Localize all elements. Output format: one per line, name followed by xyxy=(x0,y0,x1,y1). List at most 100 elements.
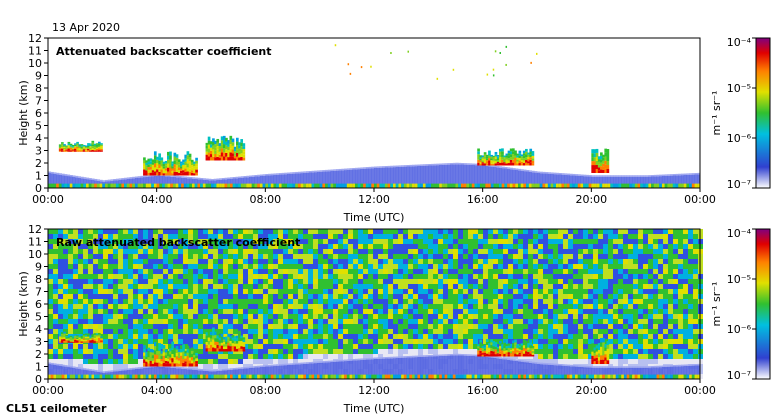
noise-cell xyxy=(613,339,618,344)
cloud-segment xyxy=(494,151,498,155)
surface-layer-column xyxy=(61,183,65,188)
noise-cell xyxy=(428,234,433,239)
noise-cell xyxy=(498,294,503,299)
noise-cell xyxy=(268,314,273,319)
noise-cell xyxy=(323,334,328,339)
noise-cell xyxy=(213,259,218,264)
cloud-segment xyxy=(231,149,235,154)
noise-cell xyxy=(423,244,428,249)
boundary-layer-column xyxy=(493,167,497,188)
noise-cell xyxy=(308,354,313,359)
noise-cell xyxy=(358,244,363,249)
boundary-layer-edge xyxy=(604,175,609,177)
noise-cell xyxy=(193,304,198,309)
noise-cell xyxy=(358,289,363,294)
noise-cell xyxy=(53,334,58,339)
noise-cell xyxy=(503,249,508,254)
noise-cell xyxy=(178,264,183,269)
boundary-layer-column xyxy=(572,175,576,188)
noise-cell xyxy=(233,324,238,329)
cloud-segment xyxy=(207,156,211,161)
noise-cell xyxy=(143,334,148,339)
noise-cell xyxy=(363,269,368,274)
boundary-layer-edge xyxy=(83,177,87,179)
noise-cell xyxy=(203,299,208,304)
noise-cell xyxy=(208,229,213,234)
noise-cell xyxy=(313,239,318,244)
noise-cell xyxy=(63,314,68,319)
cloud-segment xyxy=(522,160,526,164)
cloud-segment xyxy=(182,170,185,173)
noise-cell xyxy=(383,279,388,284)
cloud-segment xyxy=(212,138,215,143)
noise-cell xyxy=(208,324,213,329)
noise-cell xyxy=(208,294,213,299)
noise-cell xyxy=(418,304,423,309)
noise-cell xyxy=(323,234,328,239)
surface-layer-column xyxy=(471,183,475,188)
noise-cell xyxy=(48,354,53,359)
cloud-segment xyxy=(490,158,493,161)
cloud-segment xyxy=(205,151,209,155)
noise-cell xyxy=(598,304,603,309)
noise-cell xyxy=(603,239,608,244)
cloud-segment xyxy=(481,158,485,161)
noise-cell xyxy=(128,274,133,279)
noise-cell xyxy=(108,244,113,249)
noise-cell xyxy=(558,269,563,274)
noise-cell xyxy=(553,264,558,269)
cloud-segment xyxy=(153,159,157,164)
noise-cell xyxy=(103,254,108,259)
cloud-segment xyxy=(518,155,522,159)
boundary-layer-edge xyxy=(88,178,92,180)
noise-cell xyxy=(413,229,418,234)
noise-cell xyxy=(198,354,203,359)
surface-layer-column xyxy=(564,183,568,188)
noise-cell xyxy=(288,229,293,234)
noise-cell xyxy=(103,309,108,314)
noise-cell xyxy=(613,299,618,304)
noise-cell xyxy=(638,294,643,299)
cloud-segment xyxy=(240,149,244,154)
noise-cell xyxy=(368,254,373,259)
cloud-segment xyxy=(80,150,84,152)
surface-layer-column xyxy=(181,183,185,188)
noise-cell xyxy=(613,349,618,354)
noise-cell xyxy=(373,319,378,324)
surface-layer-column xyxy=(273,183,277,188)
boundary-layer-edge xyxy=(360,167,364,169)
noise-cell xyxy=(273,249,278,254)
noise-cell xyxy=(363,314,368,319)
noise-cell xyxy=(183,259,188,264)
cloud-segment xyxy=(80,144,84,146)
cloud-segment xyxy=(209,154,213,158)
noise-cell xyxy=(338,309,343,314)
noise-cell xyxy=(303,339,308,344)
noise-cell xyxy=(363,259,368,264)
noise-cell xyxy=(333,309,338,314)
noise-cell xyxy=(68,359,73,364)
noise-cell xyxy=(438,239,443,244)
noise-cell xyxy=(243,324,248,329)
noise-cell xyxy=(643,344,648,349)
boundary-layer-column xyxy=(577,175,581,188)
noise-cell xyxy=(133,329,138,334)
boundary-layer-edge xyxy=(523,169,527,172)
noise-cell xyxy=(593,274,598,279)
boundary-layer-column xyxy=(249,177,253,188)
noise-cell xyxy=(643,354,648,359)
noise-cell xyxy=(578,264,583,269)
cloud-segment xyxy=(222,135,226,140)
boundary-layer-edge xyxy=(466,163,470,165)
noise-cell xyxy=(378,314,383,319)
noise-cell xyxy=(243,294,248,299)
noise-cell xyxy=(308,309,313,314)
noise-cell xyxy=(588,259,593,264)
noise-cell xyxy=(168,234,173,239)
noise-cell xyxy=(368,334,373,339)
boundary-layer-edge xyxy=(664,174,668,176)
noise-cell xyxy=(518,264,523,269)
cloud-segment xyxy=(76,148,79,151)
noise-cell xyxy=(448,309,453,314)
noise-cell xyxy=(353,294,358,299)
